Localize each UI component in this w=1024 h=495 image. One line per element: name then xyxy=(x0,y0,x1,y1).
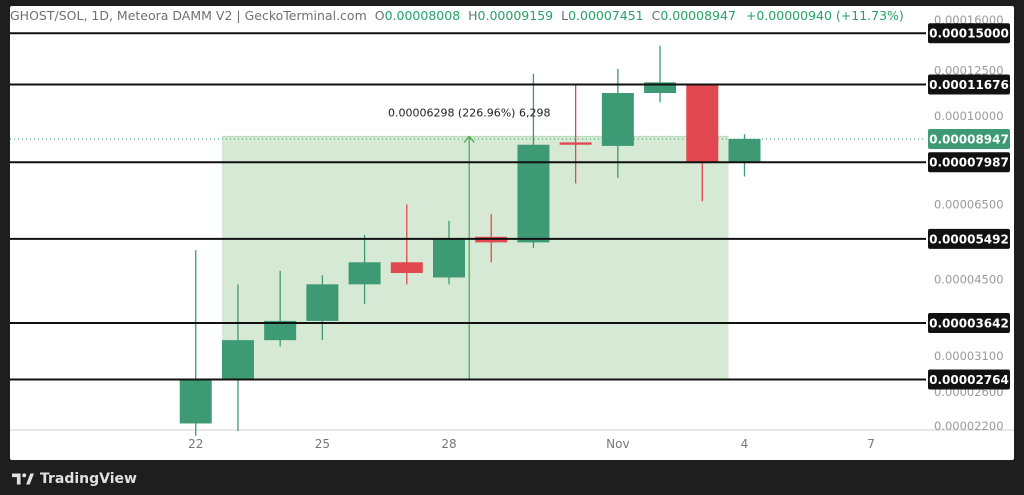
footer-branding[interactable]: TradingView xyxy=(12,469,137,489)
level-price-tag xyxy=(928,152,1010,173)
x-tick-label: 28 xyxy=(441,437,456,451)
y-tick-label: 0.00004500 xyxy=(934,273,1004,287)
x-tick-label: 4 xyxy=(741,437,749,451)
chart-header: GHOST/SOL, 1D, Meteora DAMM V2 | GeckoTe… xyxy=(10,8,904,26)
candle-body[interactable] xyxy=(644,82,677,94)
x-tick-label: 7 xyxy=(867,437,875,451)
y-tick-label: 0.00006500 xyxy=(934,197,1004,211)
last-price-tag xyxy=(928,129,1010,150)
close-key: C xyxy=(651,8,661,23)
tradingview-brand: TradingView xyxy=(40,471,137,487)
level-price-tag xyxy=(928,23,1010,44)
low-key: L xyxy=(561,8,569,23)
y-tick-label: 0.00012500 xyxy=(934,64,1004,78)
level-price-tag xyxy=(928,313,1010,334)
level-price-label: 0.00003642 xyxy=(929,317,1009,331)
level-price-label: 0.00007987 xyxy=(929,156,1009,170)
candle-body[interactable] xyxy=(601,93,634,146)
y-tick-label: 0.00010000 xyxy=(934,109,1004,123)
candle-body[interactable] xyxy=(728,138,761,162)
candle-body[interactable] xyxy=(517,144,550,243)
candle-body[interactable] xyxy=(390,262,423,274)
candle-body[interactable] xyxy=(264,320,297,341)
y-tick-label: 0.00002200 xyxy=(934,419,1004,433)
level-price-tag xyxy=(928,228,1010,249)
level-price-label: 0.00005492 xyxy=(929,232,1009,246)
pair-title: GHOST/SOL, 1D, Meteora DAMM V2 | GeckoTe… xyxy=(10,8,367,23)
y-tick-label: 0.00003100 xyxy=(934,349,1004,363)
high-key: H xyxy=(468,8,478,23)
tradingview-logo-icon xyxy=(12,473,34,485)
price-range-area[interactable] xyxy=(221,136,729,380)
candle-body[interactable] xyxy=(179,379,212,424)
candle-body[interactable] xyxy=(221,340,254,380)
close-value: 0.00008947 xyxy=(660,8,736,23)
open-value: 0.00008008 xyxy=(384,8,461,23)
range-measure-label: 0.00006298 (226.96%) 6,298 xyxy=(388,106,551,119)
candle-body[interactable] xyxy=(348,262,381,285)
level-price-label: 0.00011676 xyxy=(929,78,1009,92)
level-price-label: 0.00015000 xyxy=(929,27,1009,41)
x-tick-label: 22 xyxy=(188,437,203,451)
high-value: 0.00009159 xyxy=(477,8,554,23)
level-price-tag xyxy=(928,369,1010,390)
x-tick-label: 25 xyxy=(315,437,330,451)
open-key: O xyxy=(374,8,385,23)
low-value: 0.00007451 xyxy=(568,8,644,23)
change-value: +0.00000940 (+11.73%) xyxy=(745,8,904,23)
candle-body[interactable] xyxy=(686,84,719,163)
candle-body[interactable] xyxy=(306,284,339,321)
level-price-label: 0.00002764 xyxy=(929,373,1009,387)
candle-body[interactable] xyxy=(433,238,466,278)
range-arrow-head-icon xyxy=(463,135,475,143)
level-price-tag xyxy=(928,74,1010,95)
x-tick-label: Nov xyxy=(606,437,629,451)
last-price-label: 0.00008947 xyxy=(929,133,1009,147)
candle-body[interactable] xyxy=(559,142,592,145)
